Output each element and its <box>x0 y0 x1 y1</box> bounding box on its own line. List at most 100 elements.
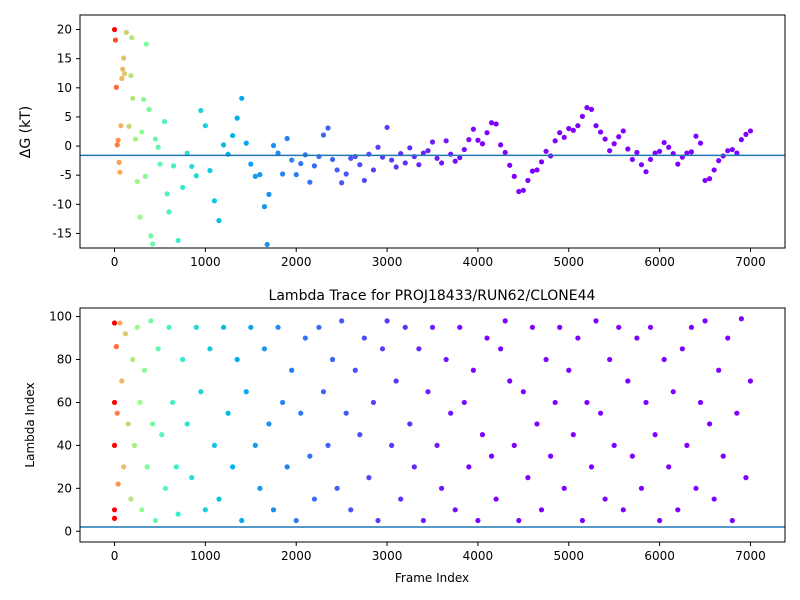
data-point <box>443 356 449 363</box>
data-point <box>261 346 268 352</box>
data-point <box>611 141 617 147</box>
data-point <box>657 148 663 154</box>
data-point <box>166 324 172 330</box>
data-point <box>125 421 131 427</box>
lambda-axes-frame <box>79 307 786 543</box>
data-point <box>488 120 495 126</box>
data-point <box>137 214 143 220</box>
data-point <box>734 410 740 416</box>
data-point <box>211 198 218 204</box>
data-point <box>170 163 177 169</box>
data-point <box>475 137 481 143</box>
data-point <box>126 123 132 129</box>
data-point <box>679 346 685 352</box>
data-point <box>438 160 445 166</box>
data-point <box>570 127 576 133</box>
data-point <box>117 169 123 175</box>
x-tick-label: 2000 <box>281 549 312 563</box>
data-point <box>470 367 476 373</box>
lambda-y-axis-label: Lambda Index <box>23 382 37 467</box>
data-point <box>420 517 427 524</box>
data-point <box>130 356 136 363</box>
data-point <box>252 173 258 179</box>
data-point <box>620 507 626 513</box>
data-point <box>575 335 581 341</box>
data-point <box>159 432 165 438</box>
data-point <box>270 507 277 513</box>
data-point <box>370 167 377 173</box>
x-tick-label: 2000 <box>281 255 312 269</box>
data-point <box>123 29 129 36</box>
data-point <box>339 180 345 186</box>
data-point <box>152 136 159 142</box>
data-point <box>115 481 121 487</box>
data-point <box>498 142 504 148</box>
data-point <box>142 173 149 179</box>
data-point <box>216 218 222 224</box>
y-tick-label: -15 <box>52 226 72 240</box>
data-point <box>561 134 567 140</box>
data-point <box>652 150 658 156</box>
data-point <box>252 442 258 448</box>
data-point <box>293 172 299 178</box>
data-point <box>407 421 413 427</box>
data-point <box>452 158 458 164</box>
data-point <box>629 453 635 459</box>
data-point <box>498 346 504 352</box>
data-point <box>725 148 731 154</box>
data-point <box>298 160 304 167</box>
x-tick-label: 4000 <box>463 255 494 269</box>
data-point <box>420 150 427 156</box>
data-point <box>114 142 120 148</box>
data-point <box>607 148 613 154</box>
data-point <box>150 421 156 427</box>
data-point <box>479 141 486 147</box>
data-point <box>466 464 472 470</box>
data-point <box>702 318 708 324</box>
data-point <box>511 442 517 448</box>
data-point <box>416 162 422 168</box>
delta-g-axes-frame <box>79 14 786 249</box>
data-point <box>114 410 120 416</box>
x-tick-label: 0 <box>111 549 119 563</box>
lambda-ticks: 0 1000 2000 3000 4000 5000 6000 7000 0 20 40 60 80 10… <box>49 310 766 563</box>
data-point <box>607 356 613 363</box>
data-point <box>118 123 124 129</box>
data-point <box>193 173 199 179</box>
data-point <box>111 507 118 513</box>
data-point <box>543 356 549 363</box>
data-point <box>706 421 713 427</box>
data-point <box>270 142 277 149</box>
data-point <box>438 485 445 491</box>
data-point <box>611 442 617 448</box>
data-point <box>684 150 690 156</box>
y-tick-label: 60 <box>57 395 72 409</box>
data-point <box>361 335 367 341</box>
data-point <box>311 496 317 502</box>
data-point <box>697 140 704 146</box>
data-point <box>738 137 744 143</box>
data-point <box>275 150 281 156</box>
data-point <box>121 464 127 470</box>
data-point <box>425 148 431 154</box>
data-point <box>157 161 163 167</box>
data-point <box>729 517 735 524</box>
data-point <box>597 129 604 135</box>
data-point <box>552 138 558 144</box>
data-point <box>155 144 161 150</box>
y-tick-label: -10 <box>52 197 72 211</box>
data-point <box>452 507 458 513</box>
data-point <box>148 318 154 324</box>
data-point <box>139 129 145 135</box>
data-point <box>234 115 240 121</box>
data-point <box>734 150 740 156</box>
data-point <box>248 161 254 167</box>
data-point <box>143 41 149 47</box>
data-point <box>557 130 563 136</box>
data-point <box>173 464 179 470</box>
data-point <box>293 517 299 524</box>
x-tick-label: 1000 <box>190 255 221 269</box>
data-point <box>548 453 554 459</box>
data-point <box>502 318 508 324</box>
data-point <box>144 464 150 470</box>
